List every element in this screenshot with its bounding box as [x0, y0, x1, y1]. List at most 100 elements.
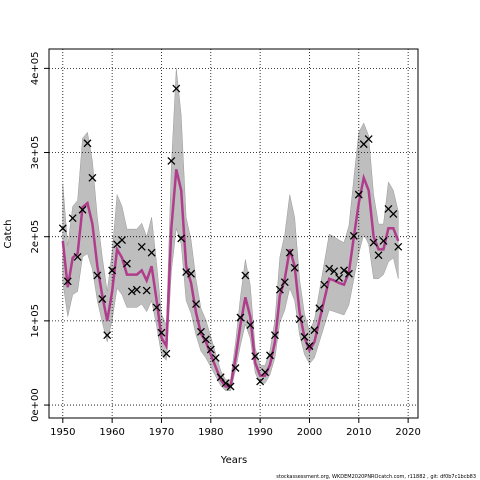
y-axis-label: Catch — [3, 220, 14, 249]
observation — [290, 263, 299, 272]
observation — [251, 352, 260, 361]
confidence-band — [62, 68, 399, 391]
observation — [285, 248, 294, 257]
cross-stroke — [340, 266, 348, 275]
cross-stroke — [187, 269, 196, 278]
cross-stroke — [349, 231, 358, 240]
observation — [369, 238, 378, 247]
observation — [300, 332, 309, 341]
cross-stroke — [152, 303, 161, 312]
observation — [394, 242, 403, 251]
cross-stroke — [182, 268, 191, 277]
cross-stroke — [246, 321, 255, 330]
cross-stroke — [394, 242, 403, 251]
cross-stroke — [142, 286, 151, 295]
observation — [98, 295, 107, 303]
observation — [206, 345, 215, 354]
cross-stroke — [315, 304, 324, 313]
cross-stroke — [226, 382, 235, 391]
cross-stroke — [211, 353, 220, 362]
observation — [137, 242, 146, 251]
observation — [201, 335, 210, 344]
x-tick-label: 1980 — [198, 427, 223, 438]
observation — [127, 287, 136, 296]
cross-stroke — [335, 273, 344, 282]
cross-stroke — [369, 238, 378, 247]
cross-stroke — [320, 280, 329, 289]
x-tick-label: 1970 — [149, 427, 174, 438]
cross-stroke — [256, 377, 265, 386]
cross-stroke — [305, 342, 314, 351]
observation — [335, 273, 344, 282]
cross-stroke — [147, 248, 156, 257]
observation — [354, 190, 363, 199]
observation — [162, 349, 171, 358]
observation — [167, 156, 176, 165]
cross-stroke — [98, 295, 107, 303]
x-tick-label: 1990 — [247, 427, 272, 438]
observation — [330, 267, 339, 276]
cross-stroke — [280, 278, 289, 287]
x-tick-label: 1950 — [50, 427, 75, 438]
observation — [344, 269, 353, 278]
observation — [216, 373, 225, 382]
observation — [103, 331, 112, 340]
observation — [78, 205, 87, 214]
cross-stroke — [325, 264, 334, 273]
cross-stroke — [137, 242, 146, 251]
observation — [305, 342, 314, 351]
observation — [340, 266, 348, 275]
cross-stroke — [295, 315, 304, 324]
cross-stroke — [221, 379, 230, 388]
observation — [315, 304, 324, 313]
cross-stroke — [300, 332, 309, 341]
plot-frame — [48, 48, 419, 419]
observation — [310, 326, 319, 335]
cross-stroke — [122, 259, 131, 268]
observation — [142, 286, 151, 295]
observation — [226, 382, 235, 391]
cross-stroke — [58, 224, 67, 233]
x-tick-label: 2000 — [297, 427, 322, 438]
observation — [275, 285, 284, 294]
observation — [266, 351, 274, 360]
x-axis-label: Years — [220, 455, 247, 466]
y-tick-label: 4e+05 — [30, 52, 41, 86]
cross-stroke — [132, 285, 141, 294]
cross-stroke — [310, 326, 319, 335]
observation — [122, 259, 131, 268]
cross-stroke — [196, 327, 205, 336]
observation — [63, 277, 72, 286]
cross-stroke — [88, 173, 97, 182]
observation — [147, 248, 156, 257]
observation — [68, 214, 77, 223]
observation — [246, 321, 255, 330]
observation — [196, 327, 205, 336]
observation — [325, 264, 334, 273]
y-tick-label: 0e+00 — [30, 388, 41, 422]
cross-stroke — [379, 236, 388, 245]
cross-stroke — [251, 352, 260, 361]
cross-stroke — [68, 214, 77, 223]
cross-stroke — [389, 210, 398, 218]
observation — [73, 252, 82, 261]
cross-stroke — [344, 269, 353, 278]
cross-stroke — [192, 300, 200, 308]
observation — [261, 368, 270, 377]
cross-stroke — [167, 156, 176, 165]
cross-stroke — [162, 349, 171, 358]
cross-stroke — [118, 236, 126, 245]
cross-stroke — [83, 139, 92, 148]
cross-stroke — [241, 271, 250, 280]
cross-stroke — [364, 135, 373, 144]
observation — [172, 84, 181, 93]
x-tick-label: 2020 — [395, 427, 420, 438]
x-tick-label: 2010 — [346, 427, 371, 438]
observation — [157, 328, 166, 337]
observation — [93, 271, 102, 280]
observation — [280, 278, 289, 287]
cross-stroke — [127, 287, 136, 296]
observation — [256, 377, 265, 386]
x-tick-label: 1960 — [99, 427, 124, 438]
